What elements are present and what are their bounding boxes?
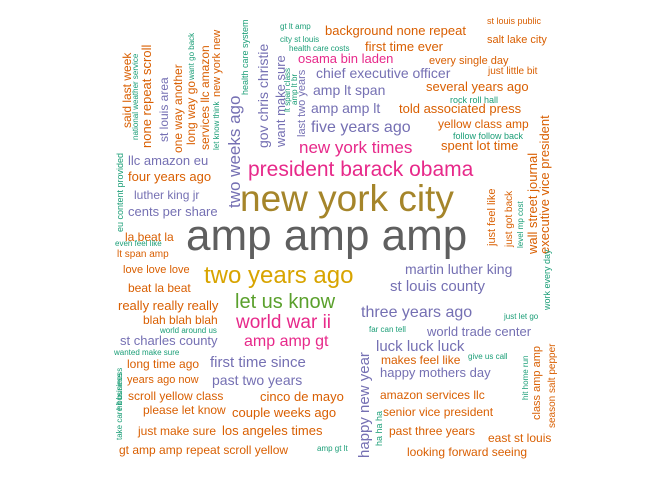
word-scroll-yellow-class: scroll yellow class	[128, 389, 224, 403]
word-new-york-new: new york new	[211, 29, 223, 97]
word-gov-chris-christie: gov chris christie	[255, 43, 271, 148]
word-several-years-ago: several years ago	[426, 79, 529, 94]
word-four-years-ago: four years ago	[128, 169, 212, 184]
word-eu-content-provided: eu content provided	[115, 152, 125, 232]
word-background-none-repeat: background none repeat	[325, 23, 466, 38]
word-st-louis-area: st louis area	[157, 77, 171, 142]
word-love-love-love: love love love	[123, 264, 190, 276]
word-health-care-costs: health care costs	[289, 44, 350, 53]
word-give-us-call: give us call	[468, 352, 508, 361]
word-new-york-city: new york city	[240, 178, 454, 219]
word-please-let-know: please let know	[143, 403, 226, 417]
word-world-trade-center: world trade center	[427, 324, 532, 339]
word-blah-blah-blah: blah blah blah	[143, 313, 218, 327]
word-five-years-ago: five years ago	[311, 119, 411, 136]
word-martin-luther-king: martin luther king	[405, 261, 513, 277]
word-amp-amp-amp: amp amp amp	[186, 211, 468, 260]
word-los-angeles-times: los angeles times	[222, 423, 323, 438]
word-amp-gt-lt: amp gt lt	[317, 444, 348, 453]
word-gt-lt-amp: gt lt amp	[280, 22, 311, 31]
word-st-louis-county: st louis county	[390, 278, 486, 295]
word-st-louis-public: st louis public	[487, 16, 542, 26]
word-amp-amp-lt: amp amp lt	[311, 100, 381, 116]
word-just-make-sure: just make sure	[138, 424, 217, 438]
word-senior-vice-president: senior vice president	[383, 405, 494, 419]
word-national-weather-service: national weather service	[131, 53, 140, 140]
word-couple-weeks-ago: couple weeks ago	[232, 405, 337, 420]
word-just-little-bit: just little bit	[488, 66, 538, 77]
word-spent-lot-time: spent lot time	[441, 138, 519, 153]
word-health-care-system: health care system	[240, 19, 250, 95]
word-looking-forward-seeing: looking forward seeing	[407, 445, 528, 459]
word-st-charles-county: st charles county	[120, 333, 218, 348]
word-amp-lt-span: amp lt span	[313, 82, 386, 98]
word-two-weeks-ago: two weeks ago	[225, 95, 244, 208]
word-beat-la-beat: beat la beat	[128, 281, 191, 295]
word-far-can-tell: far can tell	[369, 325, 406, 334]
word-want-go-back: want go back	[187, 32, 196, 80]
word-lt-span-amp: lt span amp	[117, 249, 169, 260]
word-long-time-ago: long time ago	[127, 357, 200, 371]
word-past-three-years: past three years	[389, 424, 476, 438]
word-just-got-back: just got back	[504, 190, 515, 247]
word-let-us-know: let us know	[235, 291, 336, 313]
word-repeat-scroll-yellow: repeat scroll yellow	[186, 443, 289, 457]
word-hit-home-run: hit home run	[521, 355, 530, 400]
word-luck-luck-luck: luck luck luck	[376, 338, 465, 355]
word-season-salt-pepper: season salt pepper	[547, 343, 558, 428]
word-services-llc-amazon: services llc amazon	[198, 45, 212, 150]
word-happy-mothers-day: happy mothers day	[380, 365, 491, 380]
word-wall-street-journal: wall street journal	[525, 152, 540, 254]
word-take-care-business: take care business	[115, 373, 124, 440]
word-osama-bin-laden: osama bin laden	[298, 51, 394, 66]
word-new-york-times: new york times	[299, 138, 413, 157]
word-amp-lt-br: amp lt br	[290, 73, 299, 105]
word-salt-lake-city: salt lake city	[487, 34, 547, 46]
word-la-beat-la: la beat la	[125, 230, 174, 244]
word-years-ago-now: years ago now	[127, 374, 199, 386]
word-let-know-think: let know think	[212, 101, 221, 150]
word-luther-king-jr: luther king jr	[134, 188, 200, 202]
word-first-time-since: first time since	[210, 354, 306, 371]
word-amazon-services-llc: amazon services llc	[380, 388, 485, 402]
word-world-war-ii: world war ii	[236, 312, 332, 333]
word-city-st-louis: city st louis	[280, 35, 320, 44]
word-yellow-class-amp: yellow class amp	[438, 117, 529, 131]
word-long-way-go: long way go	[184, 80, 198, 145]
word-just-let-go: just let go	[504, 312, 539, 321]
word-makes-feel-like: makes feel like	[381, 353, 461, 367]
word-amp-amp-gt: amp amp gt	[244, 333, 329, 350]
word-cinco-de-mayo: cinco de mayo	[260, 389, 344, 404]
word-ha-ha-ha: ha ha ha	[374, 410, 384, 446]
word-three-years-ago: three years ago	[361, 304, 473, 321]
word-none-repeat-scroll: none repeat scroll	[139, 44, 154, 148]
word-told-associated-press: told associated press	[399, 101, 522, 116]
word-rock-roll-hall: rock roll hall	[450, 95, 499, 105]
word-first-time-ever: first time ever	[365, 39, 444, 54]
word-work-every-day: work every day	[542, 249, 552, 310]
word-president-barack-obama: president barack obama	[248, 158, 474, 181]
word-one-way-another: one way another	[171, 64, 185, 153]
word-cents-per-share: cents per share	[128, 204, 218, 219]
word-past-two-years: past two years	[212, 372, 303, 388]
word-happy-new-year: happy new year	[356, 352, 373, 458]
word-even-feel-like: even feel like	[115, 239, 162, 248]
word-chief-executive-officer: chief executive officer	[316, 65, 451, 81]
word-gt-amp-amp: gt amp amp	[119, 443, 183, 457]
word-every-single-day: every single day	[429, 55, 509, 67]
word-two-years-ago: two years ago	[204, 262, 354, 289]
word-follow-follow-back: follow follow back	[453, 131, 524, 141]
word-world-around-us: world around us	[160, 326, 217, 335]
word-east-st-louis: east st louis	[488, 431, 552, 445]
word-llc-amazon-eu: llc amazon eu	[128, 153, 209, 168]
word-really-really-really: really really really	[118, 298, 219, 313]
word-just-feel-like: just feel like	[486, 188, 498, 246]
word-level-mp-cost: level mp cost	[516, 201, 525, 248]
word-class-amp-amp: class amp amp	[531, 346, 543, 420]
word-wanted-make-sure: wanted make sure	[114, 348, 180, 357]
